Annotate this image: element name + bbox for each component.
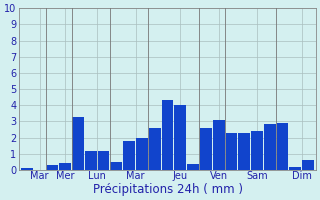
Bar <box>200 128 212 170</box>
Bar <box>149 128 161 170</box>
Bar <box>110 162 122 170</box>
Bar <box>290 167 301 170</box>
Bar <box>251 131 263 170</box>
X-axis label: Précipitations 24h ( mm ): Précipitations 24h ( mm ) <box>92 183 243 196</box>
Bar <box>162 100 173 170</box>
Bar <box>123 141 135 170</box>
Bar <box>302 160 314 170</box>
Bar <box>46 165 58 170</box>
Bar <box>213 120 225 170</box>
Bar <box>72 117 84 170</box>
Bar <box>174 105 186 170</box>
Bar <box>264 124 276 170</box>
Bar <box>136 138 148 170</box>
Bar <box>238 133 250 170</box>
Bar <box>187 164 199 170</box>
Bar <box>226 133 237 170</box>
Bar <box>85 151 97 170</box>
Bar <box>277 123 288 170</box>
Bar <box>59 163 71 170</box>
Bar <box>98 151 109 170</box>
Bar <box>21 168 33 170</box>
